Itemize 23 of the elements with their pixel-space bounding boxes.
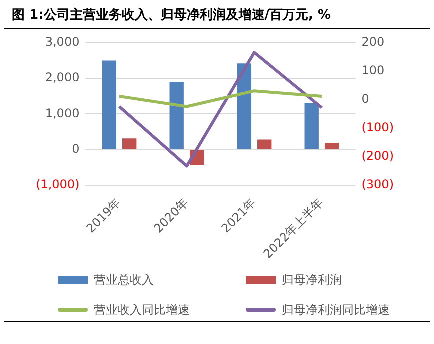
y2-tick-label: (100) (362, 120, 394, 134)
y-tick-label: (1,000) (36, 177, 80, 192)
bar (304, 103, 319, 150)
y2-tick-label: 100 (362, 64, 385, 78)
legend-label: 归母净利润 (282, 272, 342, 288)
legend-label: 营业收入同比增速 (94, 302, 190, 318)
chart-title: 图 1:公司主营业务收入、归母净利润及增速/百万元, % (4, 0, 430, 29)
legend-label: 营业总收入 (94, 272, 154, 288)
y2-tick-label: (300) (362, 177, 394, 192)
bar (258, 140, 272, 150)
legend-label: 归母净利润同比增速 (282, 302, 390, 318)
y-tick-label: 3,000 (45, 35, 80, 50)
bar (237, 64, 252, 150)
y-tick-label: 0 (72, 142, 80, 156)
bar (325, 142, 340, 150)
bar (102, 60, 116, 150)
y2-tick-label: (200) (362, 148, 394, 163)
bar (122, 138, 137, 150)
y-tick-label: 2,000 (45, 70, 80, 85)
y-tick-label: 1,000 (45, 106, 80, 120)
y2-tick-label: 0 (362, 92, 370, 106)
y2-tick-label: 200 (362, 35, 385, 50)
bar (170, 82, 184, 150)
